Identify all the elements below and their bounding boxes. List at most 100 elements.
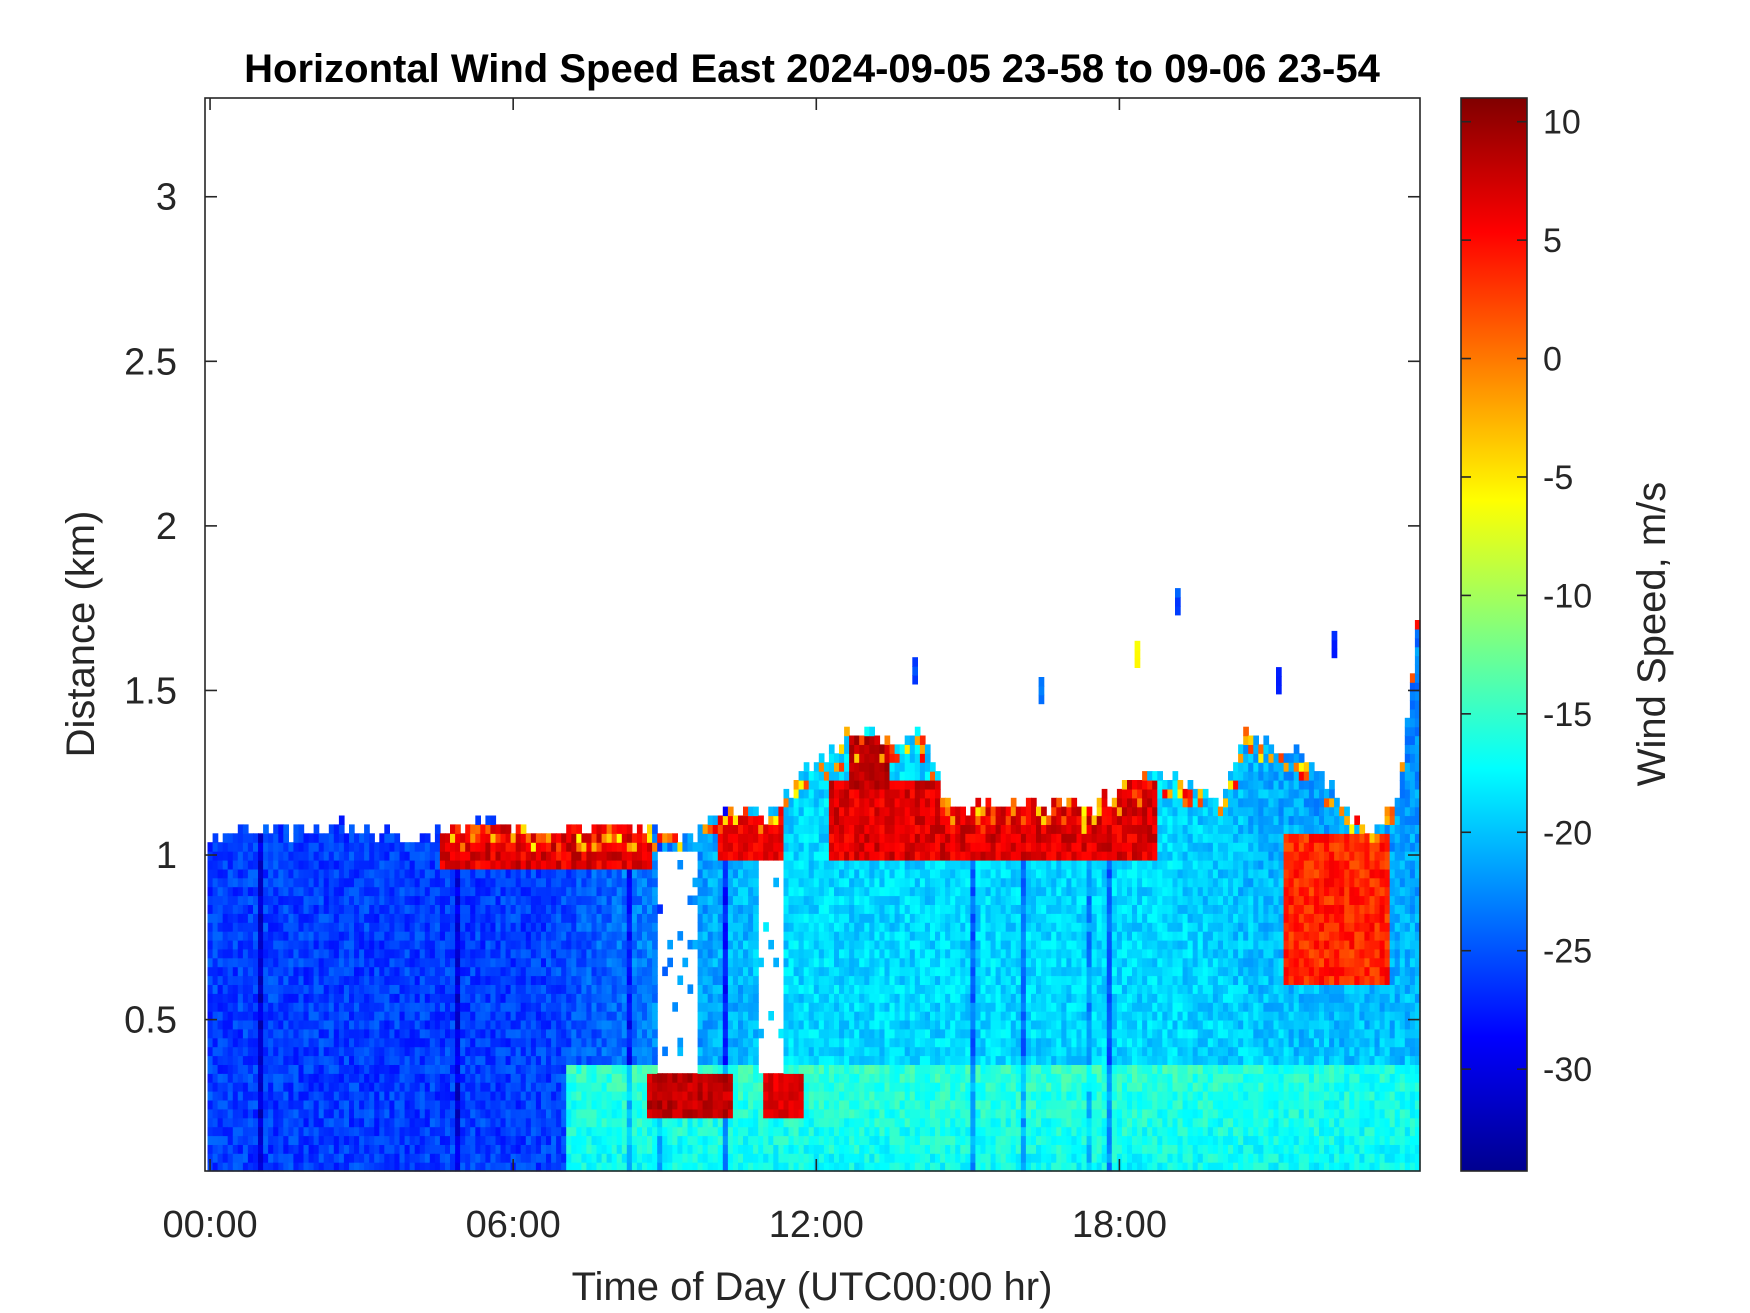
heatmap-cell [732, 1073, 739, 1083]
heatmap-cell [232, 975, 239, 985]
heatmap-cell [581, 984, 588, 994]
heatmap-cell [556, 1002, 562, 1012]
heatmap-cell [722, 1002, 729, 1012]
heatmap-cell [434, 1162, 441, 1172]
heatmap-cell [849, 1135, 855, 1145]
heatmap-cell [748, 957, 754, 968]
heatmap-cell [722, 939, 729, 950]
heatmap-cell [258, 993, 264, 1003]
heatmap-cell [399, 966, 406, 977]
heatmap-cell [606, 877, 613, 888]
heatmap-cell [247, 1073, 254, 1083]
heatmap-cell [338, 1091, 345, 1101]
heatmap-cell [849, 975, 855, 985]
heatmap-cell [869, 957, 875, 968]
heatmap-cell [525, 1126, 532, 1137]
heatmap-cell [732, 1091, 739, 1101]
heatmap-cell [525, 1117, 532, 1128]
heatmap-cell [743, 851, 749, 861]
heatmap-cell [470, 1099, 476, 1110]
heatmap-cell [626, 1099, 633, 1110]
heatmap-cell [530, 860, 537, 870]
heatmap-cell [687, 1099, 694, 1110]
heatmap-cell [581, 833, 588, 843]
heatmap-cell [525, 904, 532, 914]
heatmap-cell [505, 1073, 512, 1083]
heatmap-cell [505, 1126, 512, 1137]
heatmap-cell [773, 1082, 779, 1092]
heatmap-cell [788, 851, 795, 861]
heatmap-cell [445, 1064, 451, 1074]
heatmap-cell [359, 1108, 365, 1119]
heatmap-cell [268, 860, 274, 870]
heatmap-cell [253, 1099, 259, 1110]
heatmap-cell [753, 1091, 759, 1101]
heatmap-cell [798, 1073, 805, 1083]
heatmap-cell [409, 1046, 416, 1057]
heatmap-cell [738, 993, 744, 1003]
heatmap-cell [242, 993, 249, 1003]
heatmap-cell [849, 1037, 855, 1048]
heatmap-cell [384, 1046, 390, 1057]
heatmap-cell [323, 833, 330, 843]
heatmap-cell [727, 877, 734, 888]
heatmap-cell [748, 886, 754, 897]
heatmap-cell [839, 984, 845, 994]
heatmap-cell [743, 860, 749, 870]
heatmap-cell [490, 1117, 497, 1128]
heatmap-cell [510, 895, 517, 905]
heatmap-cell [419, 939, 426, 950]
heatmap-cell [384, 868, 390, 879]
heatmap-cell [561, 1117, 567, 1128]
heatmap-cell [682, 833, 689, 843]
heatmap-cell [293, 1019, 300, 1030]
heatmap-cell [561, 1073, 567, 1083]
heatmap-cell [439, 1117, 446, 1128]
heatmap-cell [485, 1019, 492, 1030]
heatmap-cell [859, 1011, 865, 1021]
heatmap-cell [283, 1037, 289, 1048]
heatmap-cell [354, 1153, 360, 1163]
heatmap-cell [268, 948, 274, 959]
heatmap-cell [732, 931, 739, 941]
heatmap-cell [475, 1099, 481, 1110]
heatmap-cell [318, 1108, 325, 1119]
heatmap-cell [303, 895, 310, 905]
heatmap-cell [359, 939, 365, 950]
heatmap-cell [556, 913, 562, 923]
heatmap-cell [702, 824, 709, 834]
heatmap-cell [844, 1064, 850, 1074]
heatmap-cell [389, 993, 396, 1003]
heatmap-cell [834, 1011, 840, 1021]
heatmap-cell [712, 1162, 719, 1172]
heatmap-cell [854, 1117, 860, 1128]
heatmap-cell [455, 922, 461, 932]
heatmap-cell [273, 895, 279, 905]
heatmap-cell [222, 851, 229, 861]
heatmap-cell [566, 975, 572, 985]
heatmap-cell [702, 966, 709, 977]
heatmap-cell [490, 904, 497, 914]
heatmap-cell [581, 860, 588, 870]
heatmap-cell [475, 1046, 481, 1057]
heatmap-cell [490, 1126, 497, 1137]
heatmap-cell [702, 1011, 709, 1021]
heatmap-cell [823, 1011, 830, 1021]
heatmap-cell [631, 966, 638, 977]
heatmap-cell [343, 931, 350, 941]
heatmap-cell [561, 851, 567, 861]
heatmap-cell [687, 1144, 694, 1154]
heatmap-cell [283, 1091, 289, 1101]
heatmap-cell [338, 966, 345, 977]
heatmap-cell [263, 1091, 269, 1101]
heatmap-cell [369, 1019, 375, 1030]
heatmap-cell [520, 1135, 527, 1145]
heatmap-cell [520, 1002, 527, 1012]
heatmap-cell [828, 931, 835, 941]
heatmap-cell [359, 1064, 365, 1074]
heatmap-cell [258, 957, 264, 968]
heatmap-cell [343, 1117, 350, 1128]
heatmap-cell [541, 1117, 547, 1128]
heatmap-cell [561, 1064, 567, 1074]
heatmap-cell [783, 1162, 790, 1172]
